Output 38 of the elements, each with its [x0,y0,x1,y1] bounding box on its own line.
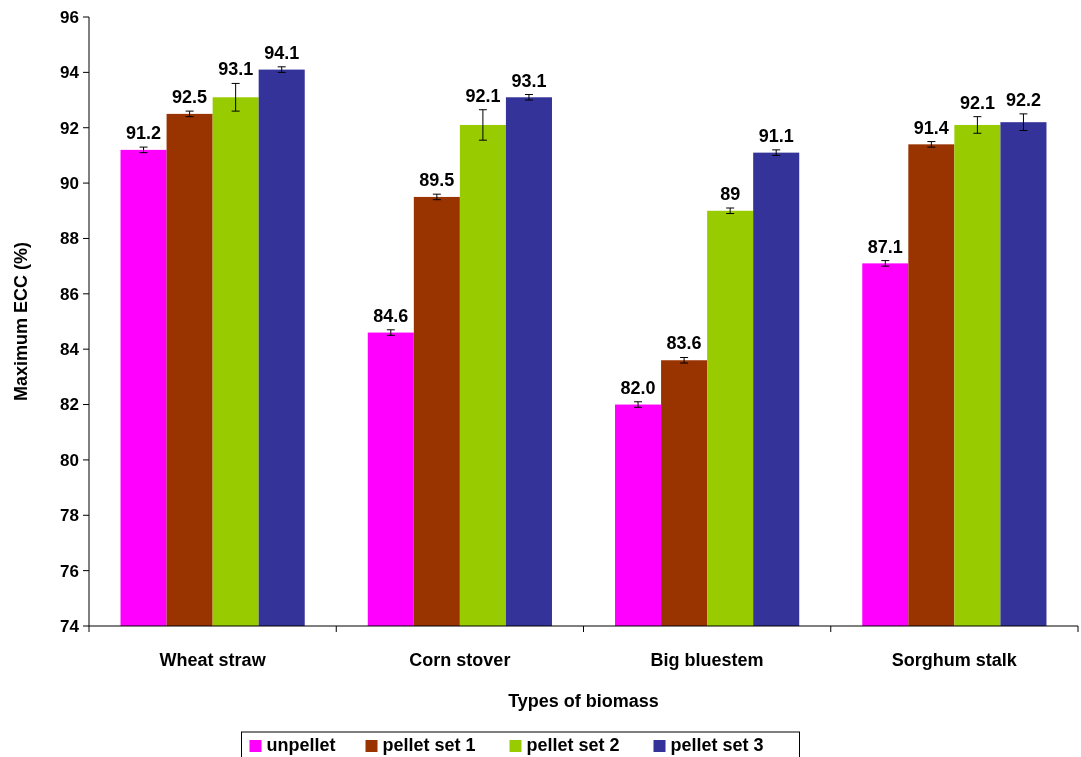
data-label: 91.1 [758,125,794,146]
data-label: 92.2 [1005,89,1041,110]
data-label: 91.4 [913,117,949,138]
y-tick-label: 74 [60,616,80,636]
x-tick-label: Big bluestem [650,650,764,670]
y-tick-label: 80 [60,450,79,470]
y-tick-label: 90 [60,174,79,194]
data-label: 87.1 [867,236,903,257]
legend-label: unpellet [266,735,336,755]
data-label: 82.0 [620,377,656,398]
data-label: 92.1 [465,85,501,106]
y-tick-label: 78 [60,506,79,526]
x-axis-title: Types of biomass [508,691,659,711]
data-label: 92.1 [959,92,995,113]
y-tick-label: 86 [60,284,79,304]
y-tick-label: 76 [60,561,79,581]
y-tick-label: 82 [60,395,79,415]
y-axis-title: Maximum ECC (%) [11,241,31,402]
y-tick-label: 84 [60,340,80,360]
data-label: 89.5 [419,170,455,191]
legend-label: pellet set 3 [670,735,764,755]
data-label: 94.1 [264,42,300,63]
x-tick-label: Wheat straw [159,650,267,670]
data-label: 83.6 [666,333,702,354]
legend-label: pellet set 2 [526,735,620,755]
x-tick-label: Corn stover [409,650,511,670]
y-tick-label: 88 [60,229,79,249]
y-tick-label: 94 [60,63,80,83]
y-tick-label: 96 [60,7,79,27]
data-label: 93.1 [218,59,254,80]
data-label: 93.1 [511,70,547,91]
legend-label: pellet set 1 [382,735,476,755]
x-tick-label: Sorghum stalk [891,650,1018,670]
data-label: 84.6 [373,305,409,326]
data-label: 89 [720,184,741,204]
y-tick-label: 92 [60,118,79,138]
data-label: 92.5 [172,87,208,108]
data-label: 91.2 [126,123,162,144]
